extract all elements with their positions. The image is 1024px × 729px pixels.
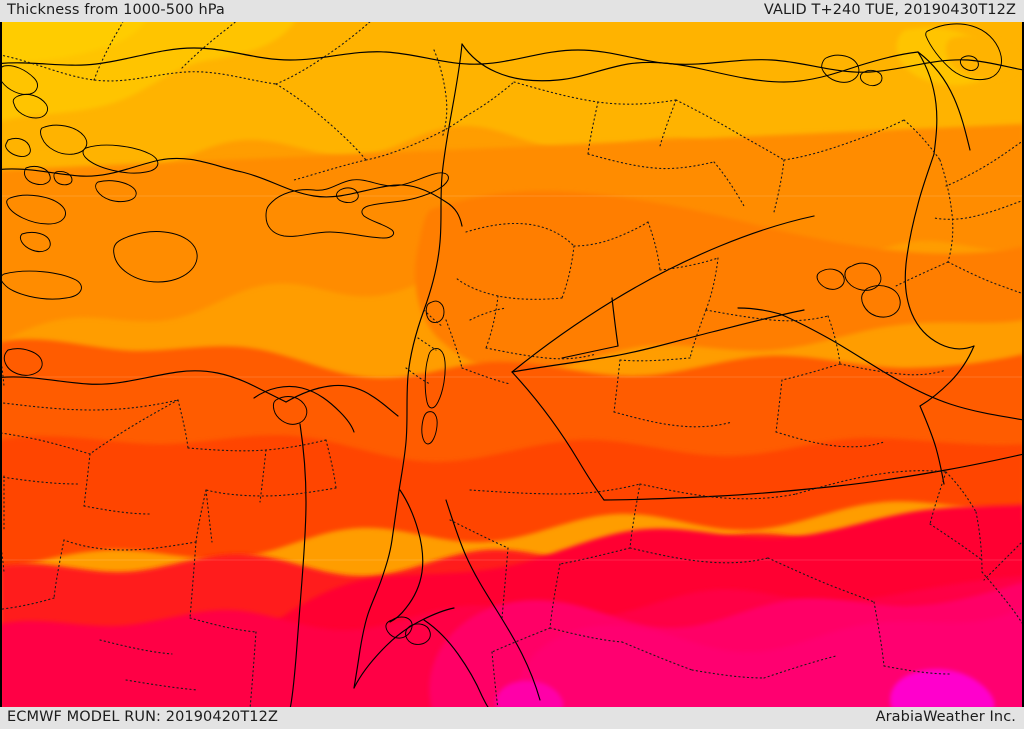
map-title: Thickness from 1000-500 hPa	[7, 2, 225, 18]
thickness-fill-layer	[0, 20, 1024, 709]
model-run-label: ECMWF MODEL RUN: 20190420T12Z	[7, 709, 278, 725]
valid-time-label: VALID T+240 TUE, 20190430T12Z	[763, 2, 1016, 18]
graticule	[0, 195, 1024, 561]
map-viewport[interactable]	[0, 20, 1024, 709]
attribution-label: ArabiaWeather Inc.	[875, 709, 1016, 725]
thickness-contour-map[interactable]	[0, 20, 1024, 709]
footer-bar: ECMWF MODEL RUN: 20190420T12Z ArabiaWeat…	[0, 707, 1024, 729]
header-bar: Thickness from 1000-500 hPa VALID T+240 …	[0, 0, 1024, 22]
map-frame	[0, 20, 1024, 709]
